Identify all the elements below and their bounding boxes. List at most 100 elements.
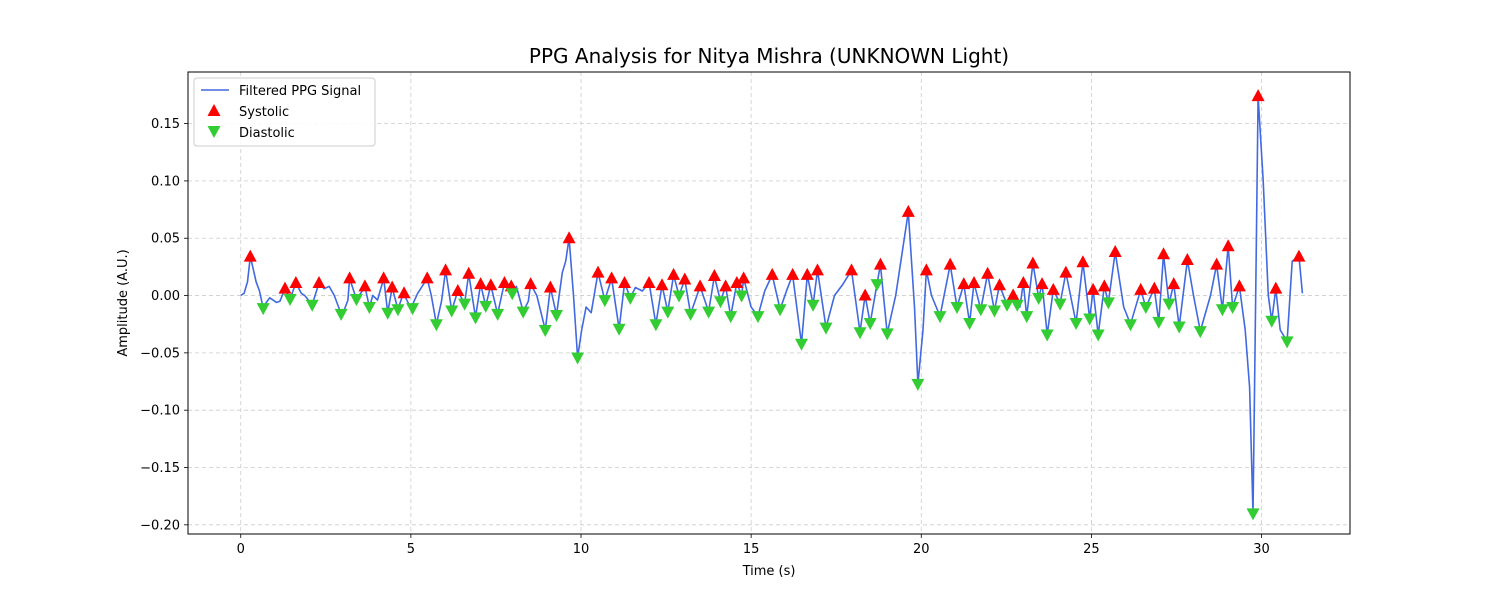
diastolic-marker — [598, 295, 612, 308]
diastolic-marker — [911, 378, 925, 391]
x-tick-label: 25 — [1083, 542, 1100, 557]
y-tick-label: −0.05 — [140, 346, 180, 361]
systolic-marker — [1086, 282, 1100, 295]
diastolic-marker — [751, 311, 765, 324]
diastolic-marker — [429, 319, 443, 332]
diastolic-marker — [381, 307, 395, 320]
x-tick-label: 10 — [573, 542, 590, 557]
systolic-marker — [289, 275, 303, 288]
systolic-marker — [312, 275, 326, 288]
systolic-marker — [397, 286, 411, 299]
systolic-marker — [1097, 279, 1111, 292]
diastolic-marker — [880, 328, 894, 341]
systolic-marker — [1006, 288, 1020, 301]
systolic-marker — [810, 263, 824, 276]
systolic-marker — [800, 267, 814, 280]
diastolic-marker — [974, 304, 988, 317]
diastolic-marker — [870, 279, 884, 292]
diastolic-marker — [612, 323, 626, 336]
diastolic-marker — [1083, 313, 1097, 326]
diastolic-marker — [1246, 508, 1260, 521]
legend-label-signal: Filtered PPG Signal — [239, 84, 361, 99]
legend-box — [193, 77, 376, 147]
systolic-marker — [543, 280, 557, 293]
systolic-marker — [707, 269, 721, 282]
diastolic-marker — [550, 310, 564, 323]
diastolic-marker — [391, 304, 405, 317]
y-tick-label: −0.10 — [140, 404, 180, 419]
legend-diastolic-marker — [207, 126, 221, 138]
diastolic-marker — [479, 300, 493, 313]
diastolic-marker — [1091, 329, 1105, 342]
systolic-marker — [873, 257, 887, 270]
diastolic-marker — [349, 293, 363, 306]
systolic-marker — [693, 279, 707, 292]
diastolic-marker — [362, 302, 376, 315]
systolic-marker — [719, 279, 733, 292]
diastolic-marker — [649, 319, 663, 332]
systolic-marker — [1167, 277, 1181, 290]
systolic-marker — [901, 204, 915, 217]
diastolic-marker — [773, 304, 787, 317]
systolic-marker — [385, 280, 399, 293]
systolic-marker — [1221, 239, 1235, 252]
systolic-marker — [562, 231, 576, 244]
y-axis-label: Amplitude (A.U.) — [116, 249, 131, 356]
x-tick-label: 5 — [407, 542, 415, 557]
diastolic-marker — [445, 305, 459, 318]
diastolic-marker — [1124, 319, 1138, 332]
diastolic-marker — [1280, 336, 1294, 349]
systolic-marker — [678, 272, 692, 285]
diastolic-marker — [794, 338, 808, 351]
diastolic-marker — [933, 311, 947, 324]
diastolic-marker — [516, 306, 530, 319]
diastolic-marker — [406, 303, 420, 316]
systolic-marker — [1134, 282, 1148, 295]
x-tick-label: 0 — [237, 542, 245, 557]
legend: Filtered PPG Signal Systolic Diastolic — [193, 77, 376, 147]
ticks: 0 5 10 15 20 25 30 −0.20 −0.15 −0.10 −0.05 0.00 0.05… — [140, 117, 1270, 557]
diastolic-marker — [963, 318, 977, 331]
y-tick-label: 0.05 — [151, 232, 180, 247]
diastolic-marker — [1000, 299, 1014, 312]
systolic-marker — [278, 281, 292, 294]
diastolic-marker — [1020, 311, 1034, 324]
x-axis-label: Time (s) — [742, 564, 796, 579]
systolic-marker — [1026, 256, 1040, 269]
systolic-marker — [858, 288, 872, 301]
diastolic-marker — [684, 308, 698, 321]
diastolic-marker — [283, 293, 297, 306]
systolic-marker — [358, 279, 372, 292]
diastolic-marker — [538, 324, 552, 337]
systolic-marker — [497, 275, 511, 288]
y-tick-label: 0.00 — [151, 289, 180, 304]
diastolic-marker — [1265, 315, 1279, 328]
diastolic-marker — [863, 318, 877, 331]
systolic-marker — [243, 249, 257, 262]
y-tick-label: −0.15 — [140, 461, 180, 476]
diastolic-marker — [661, 306, 675, 319]
legend-label-systolic: Systolic — [239, 105, 289, 120]
systolic-marker — [1035, 277, 1049, 290]
diastolic-marker — [672, 290, 686, 303]
x-tick-label: 20 — [913, 542, 930, 557]
y-tick-label: 0.15 — [151, 117, 180, 132]
diastolic-marker — [1032, 292, 1046, 305]
diastolic-marker — [819, 322, 833, 335]
plot-frame — [187, 71, 1351, 535]
systolic-marker — [605, 271, 619, 284]
diastolic-marker — [1053, 298, 1067, 311]
x-tick-label: 30 — [1253, 542, 1270, 557]
systolic-marker — [474, 277, 488, 290]
legend-systolic-marker — [207, 104, 221, 116]
systolic-marker — [618, 275, 632, 288]
systolic-marker — [439, 263, 453, 276]
systolic-marker — [451, 283, 465, 296]
diastolic-marker — [1172, 321, 1186, 334]
diastolic-marker — [469, 312, 483, 325]
diastolic-marker — [1226, 302, 1240, 315]
systolic-marker — [993, 278, 1007, 291]
systolic-marker — [1076, 255, 1090, 268]
systolic-marker — [642, 275, 656, 288]
